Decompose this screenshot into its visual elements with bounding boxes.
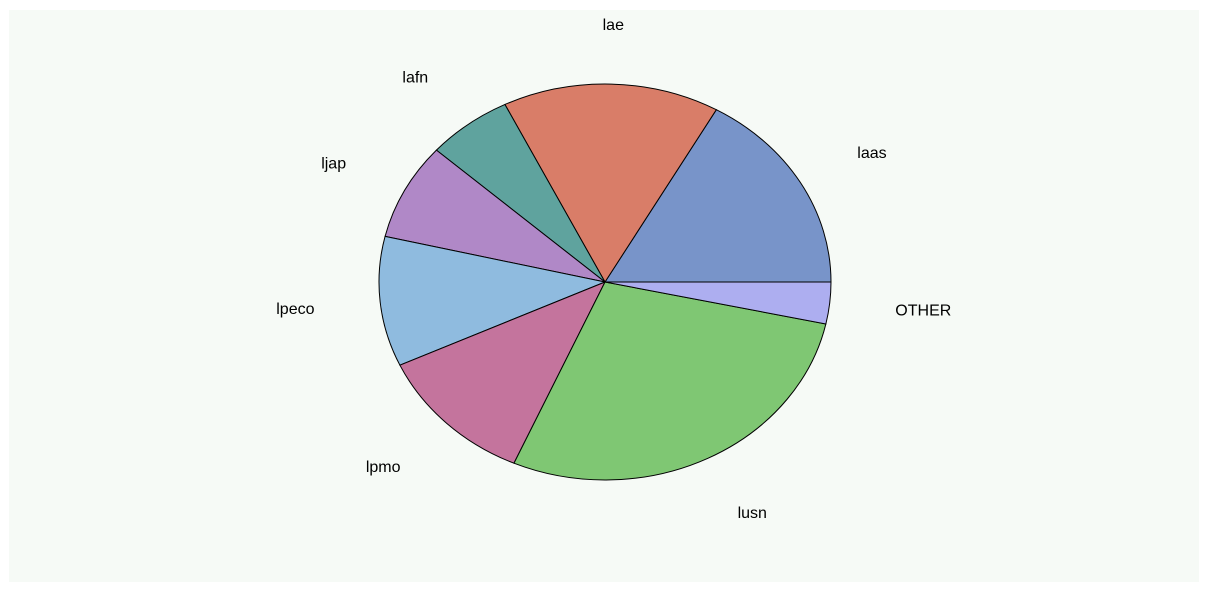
pie-slice-lpmo (399, 281, 607, 464)
pie-labels: laas lae lafn ljap lpeco lpmo lusn OTHER (276, 17, 951, 522)
pie-label-lpmo: lpmo (366, 459, 401, 476)
pie-label-other: OTHER (895, 303, 951, 320)
pie-slice-ljap (384, 149, 606, 283)
pie-label-laas: laas (857, 145, 886, 162)
pie-slice-lpeco (378, 235, 607, 366)
pie-slice-lusn (513, 281, 827, 481)
pie-label-lae: lae (603, 17, 624, 34)
pie-slice-laas (604, 109, 832, 283)
pie-slices (378, 83, 832, 481)
pie-label-lafn: lafn (402, 70, 428, 87)
pie-slice-other (604, 281, 832, 325)
pie-label-ljap: ljap (321, 156, 346, 173)
pie-label-lusn: lusn (738, 505, 767, 522)
pie-slice-lae (504, 83, 718, 283)
pie-label-lpeco: lpeco (276, 301, 314, 318)
